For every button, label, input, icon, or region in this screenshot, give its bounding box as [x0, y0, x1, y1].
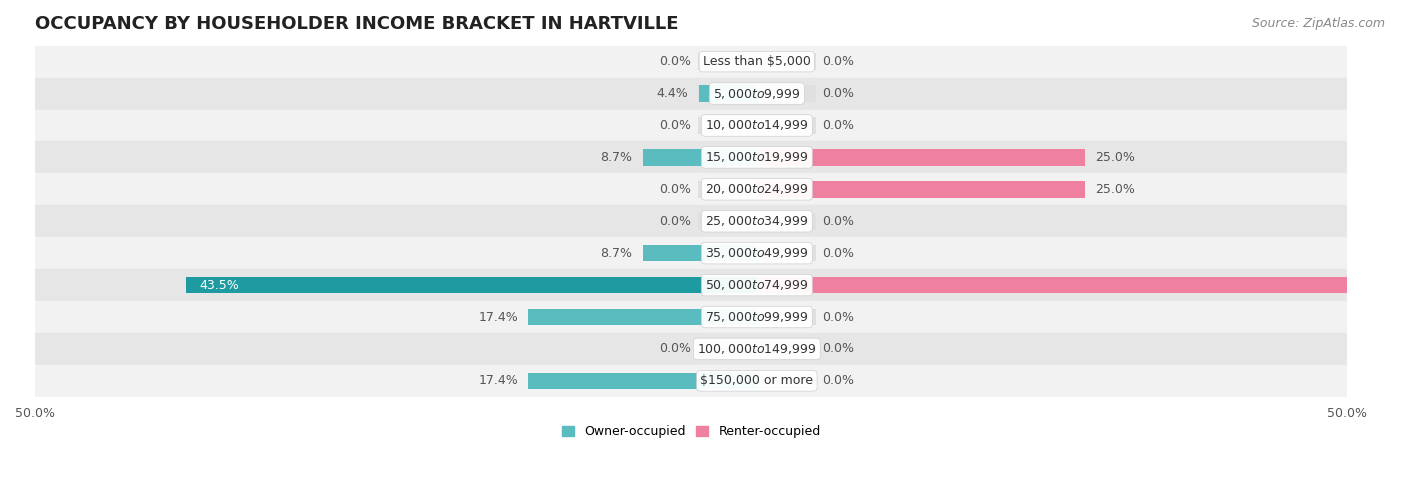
Text: $35,000 to $49,999: $35,000 to $49,999 — [704, 246, 808, 260]
Text: 25.0%: 25.0% — [1095, 183, 1135, 196]
Bar — [35, 301, 1347, 333]
Bar — [756, 181, 1085, 198]
Bar — [756, 309, 815, 325]
Bar — [35, 333, 1347, 365]
Bar — [697, 341, 756, 357]
Text: OCCUPANCY BY HOUSEHOLDER INCOME BRACKET IN HARTVILLE: OCCUPANCY BY HOUSEHOLDER INCOME BRACKET … — [35, 15, 679, 33]
Bar — [35, 78, 1347, 109]
Text: 4.4%: 4.4% — [657, 87, 689, 100]
Bar — [756, 373, 815, 389]
Text: 0.0%: 0.0% — [659, 119, 692, 132]
Bar — [35, 109, 1347, 141]
Text: $10,000 to $14,999: $10,000 to $14,999 — [704, 119, 808, 133]
Bar — [756, 85, 815, 102]
Bar — [697, 181, 756, 198]
Bar — [697, 53, 756, 70]
Bar — [697, 373, 756, 389]
Bar — [756, 53, 815, 70]
Bar — [35, 237, 1347, 269]
Bar — [35, 205, 1347, 237]
Legend: Owner-occupied, Renter-occupied: Owner-occupied, Renter-occupied — [557, 420, 825, 443]
Bar — [643, 149, 756, 166]
Text: 0.0%: 0.0% — [659, 55, 692, 68]
Text: 17.4%: 17.4% — [478, 311, 517, 324]
Bar — [756, 213, 815, 229]
Text: $75,000 to $99,999: $75,000 to $99,999 — [704, 310, 808, 324]
Text: $25,000 to $34,999: $25,000 to $34,999 — [704, 214, 808, 228]
Bar — [35, 46, 1347, 78]
Bar — [35, 141, 1347, 174]
Bar — [529, 309, 756, 325]
Text: 0.0%: 0.0% — [823, 119, 855, 132]
Bar — [697, 117, 756, 134]
Bar — [756, 149, 815, 166]
Bar — [697, 277, 756, 294]
Text: $5,000 to $9,999: $5,000 to $9,999 — [713, 87, 800, 101]
Text: 0.0%: 0.0% — [823, 374, 855, 387]
Bar — [35, 269, 1347, 301]
Text: $100,000 to $149,999: $100,000 to $149,999 — [697, 342, 817, 356]
Text: 0.0%: 0.0% — [659, 183, 692, 196]
Text: 0.0%: 0.0% — [823, 87, 855, 100]
Bar — [699, 85, 756, 102]
Bar — [35, 365, 1347, 397]
Bar — [756, 117, 815, 134]
Text: Less than $5,000: Less than $5,000 — [703, 55, 811, 68]
Text: $20,000 to $24,999: $20,000 to $24,999 — [704, 182, 808, 196]
Bar — [697, 309, 756, 325]
Text: Source: ZipAtlas.com: Source: ZipAtlas.com — [1251, 17, 1385, 30]
Bar — [756, 181, 815, 198]
Bar — [756, 245, 815, 261]
Bar — [643, 245, 756, 261]
Bar — [697, 149, 756, 166]
Text: 0.0%: 0.0% — [823, 311, 855, 324]
Text: 0.0%: 0.0% — [659, 215, 692, 228]
Text: 0.0%: 0.0% — [659, 343, 692, 355]
Bar — [756, 277, 815, 294]
Text: $150,000 or more: $150,000 or more — [700, 374, 813, 387]
Text: 43.5%: 43.5% — [200, 278, 239, 292]
Text: 50.0%: 50.0% — [1360, 278, 1400, 292]
Bar — [697, 85, 756, 102]
Bar — [697, 245, 756, 261]
Bar — [756, 341, 815, 357]
Text: 8.7%: 8.7% — [600, 151, 633, 164]
Bar — [529, 373, 756, 389]
Text: 25.0%: 25.0% — [1095, 151, 1135, 164]
Bar — [186, 277, 756, 294]
Text: $50,000 to $74,999: $50,000 to $74,999 — [704, 278, 808, 292]
Text: 0.0%: 0.0% — [823, 55, 855, 68]
Text: 0.0%: 0.0% — [823, 247, 855, 260]
Bar — [697, 213, 756, 229]
Bar — [756, 277, 1406, 294]
Text: $15,000 to $19,999: $15,000 to $19,999 — [704, 150, 808, 164]
Bar — [756, 149, 1085, 166]
Text: 0.0%: 0.0% — [823, 343, 855, 355]
Text: 0.0%: 0.0% — [823, 215, 855, 228]
Bar — [35, 174, 1347, 205]
Text: 8.7%: 8.7% — [600, 247, 633, 260]
Text: 17.4%: 17.4% — [478, 374, 517, 387]
